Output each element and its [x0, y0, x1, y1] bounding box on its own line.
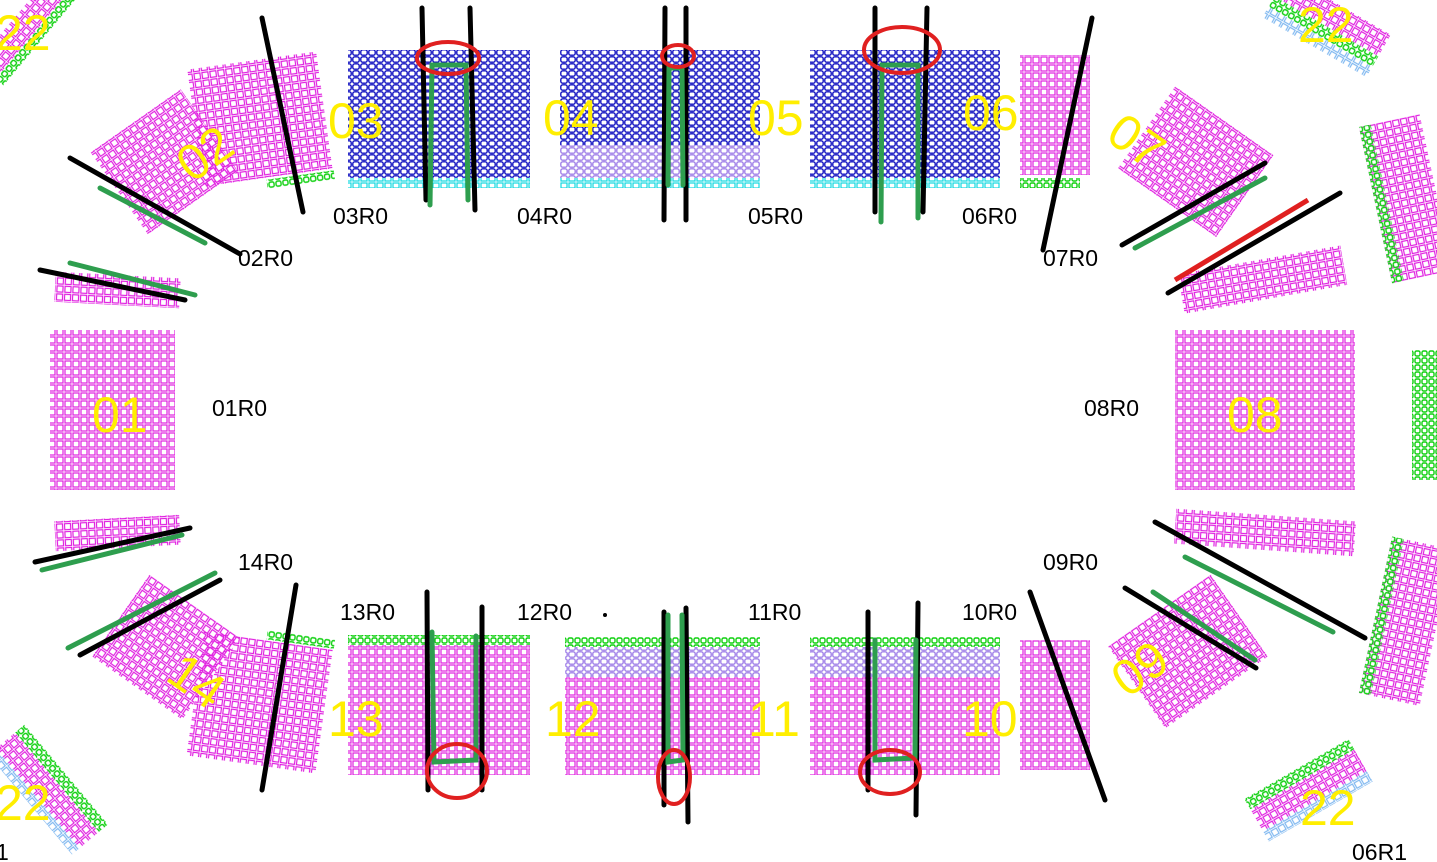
row-label: 08R0 [1084, 395, 1139, 421]
seat-block [348, 635, 530, 645]
row-label: 02R0 [238, 245, 293, 271]
row-labels: 03R0 04R0 05R0 06R0 02R0 07R0 01R0 08R0 … [0, 203, 1407, 862]
row-label: 01R0 [212, 395, 267, 421]
row-label: 14R0 [238, 549, 293, 575]
seat-block [560, 178, 760, 188]
row-label: 06R0 [962, 203, 1017, 229]
row-label: 05R0 [748, 203, 803, 229]
row-label: 07R0 [1043, 245, 1098, 271]
section-label: 22 [1300, 780, 1356, 836]
section-label: 11 [748, 691, 800, 747]
section-label: 05 [748, 90, 804, 146]
seat-block [1108, 574, 1268, 729]
section-label: 06 [963, 85, 1019, 141]
seat-block [266, 170, 335, 189]
section-label: 22 [0, 5, 51, 61]
row-label: 12R0 [517, 599, 572, 625]
section-label: 08 [1227, 387, 1283, 443]
aisle-lines [32, 5, 1368, 825]
section-label: 22 [0, 775, 51, 831]
section-label: 03 [328, 93, 384, 149]
section-label: 12 [545, 691, 601, 747]
seat-block [810, 637, 1000, 647]
row-label: 04R0 [517, 203, 572, 229]
seat-block [1173, 508, 1356, 557]
row-label: 10R0 [962, 599, 1017, 625]
row-label: 13R0 [340, 599, 395, 625]
seat-block [1117, 86, 1274, 238]
seat-block [348, 645, 530, 775]
seat-block [348, 178, 530, 188]
seat-block [50, 330, 175, 490]
seat-block [1020, 178, 1080, 188]
seat-block [810, 178, 1000, 188]
row-label: 09R0 [1043, 549, 1098, 575]
seat-block [92, 574, 240, 720]
row-label: 1 [0, 839, 9, 862]
seat-block [1177, 245, 1348, 314]
seat-block [1175, 330, 1355, 490]
seat-block [90, 89, 238, 235]
row-label: 06R1 [1352, 839, 1407, 862]
seat-block [1412, 350, 1437, 480]
section-label: 01 [92, 387, 148, 443]
seat-block [810, 647, 1000, 677]
section-label: 10 [962, 691, 1018, 747]
section-label: 22 [1298, 0, 1354, 53]
seat-block [266, 630, 336, 649]
row-label: 11R0 [748, 599, 801, 625]
row-label: 03R0 [333, 203, 388, 229]
seat-block [560, 145, 760, 178]
section-label: 04 [543, 90, 599, 146]
section-label: 13 [328, 691, 384, 747]
seat-block [560, 50, 760, 145]
seat-block [186, 631, 333, 774]
